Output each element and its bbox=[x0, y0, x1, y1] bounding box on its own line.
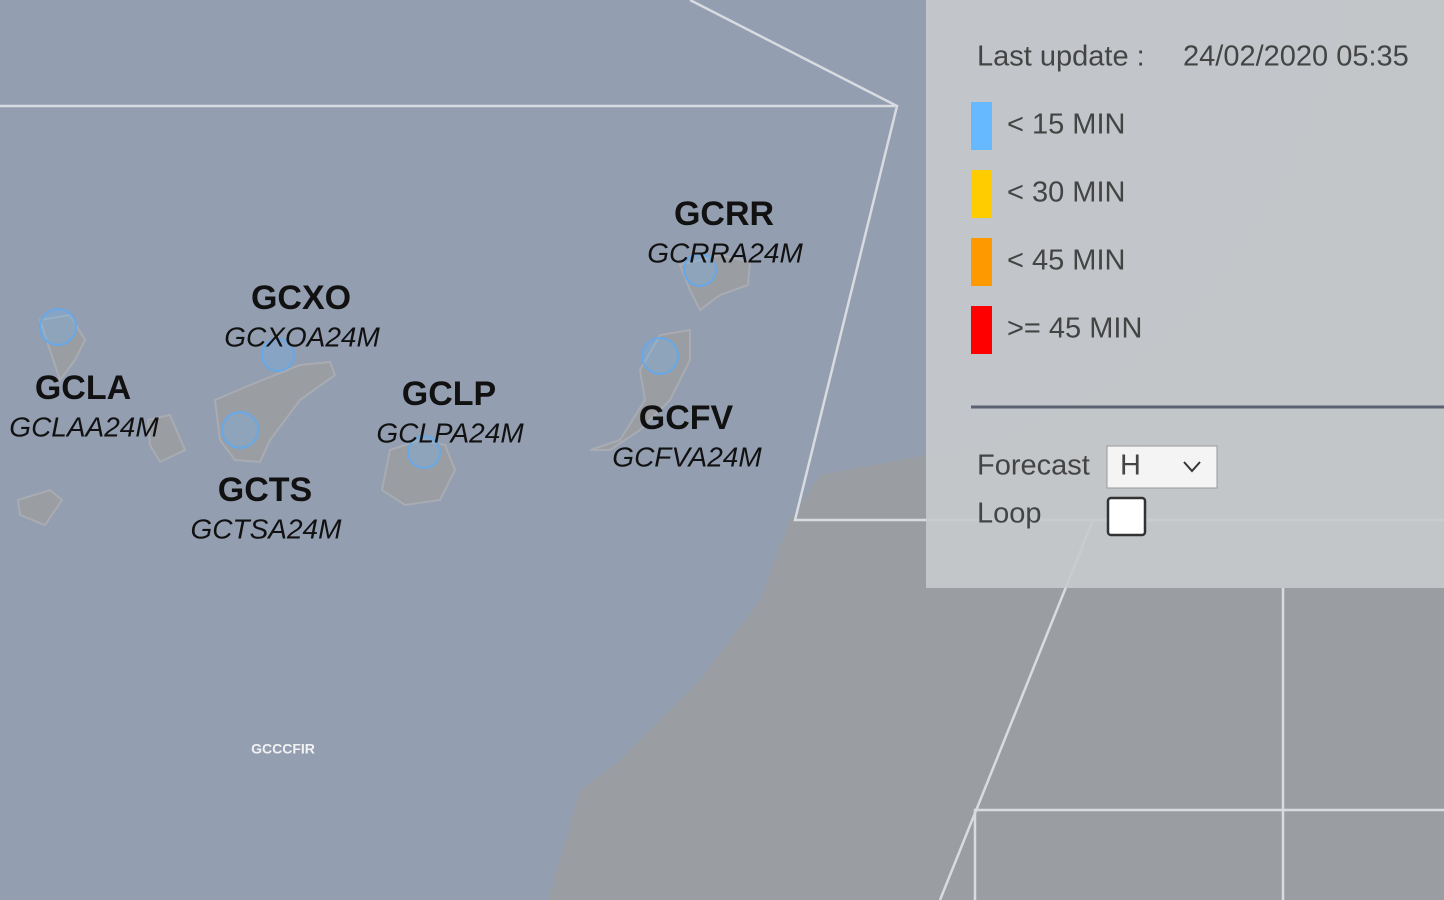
station-code: GCXO bbox=[251, 279, 351, 317]
islands bbox=[16, 253, 752, 527]
station-code: GCTS bbox=[218, 471, 312, 509]
legend-label: < 30 MIN bbox=[1007, 177, 1125, 209]
station-code: GCLP bbox=[402, 375, 496, 413]
forecast-label: Forecast bbox=[977, 450, 1090, 482]
station-report: GCRRA24M bbox=[647, 237, 803, 268]
last-update: 24/02/2020 05:35 bbox=[1183, 41, 1409, 73]
legend-label: < 15 MIN bbox=[1007, 109, 1125, 141]
forecast-value[interactable]: H bbox=[1120, 450, 1141, 482]
legend-label: < 45 MIN bbox=[1007, 245, 1125, 277]
legend-panel bbox=[926, 0, 1444, 588]
chevron[interactable] bbox=[1183, 461, 1201, 473]
station-code: GCRR bbox=[674, 195, 774, 233]
fir-label: GCCCFIR bbox=[251, 741, 315, 757]
station-report: GCLPA24M bbox=[376, 417, 524, 448]
loop-label: Loop bbox=[977, 498, 1042, 530]
legend-label: >= 45 MIN bbox=[1007, 313, 1142, 345]
loop-checkbox[interactable] bbox=[1106, 496, 1147, 537]
station-code: GCFV bbox=[639, 399, 734, 437]
legend-swatch bbox=[971, 102, 992, 150]
station-report: GCXOA24M bbox=[224, 321, 380, 352]
forecast-select[interactable] bbox=[1106, 445, 1218, 489]
station-report: GCFVA24M bbox=[612, 441, 762, 472]
legend-swatch bbox=[971, 170, 992, 218]
station-report: GCLAA24M bbox=[9, 411, 159, 442]
last-update-label: Last update : bbox=[977, 41, 1145, 73]
station-code: GCLA bbox=[35, 369, 131, 407]
legend-swatch bbox=[971, 238, 992, 286]
legend-swatch bbox=[971, 306, 992, 354]
station-circles bbox=[39, 253, 717, 469]
station-report: GCTSA24M bbox=[191, 513, 343, 544]
